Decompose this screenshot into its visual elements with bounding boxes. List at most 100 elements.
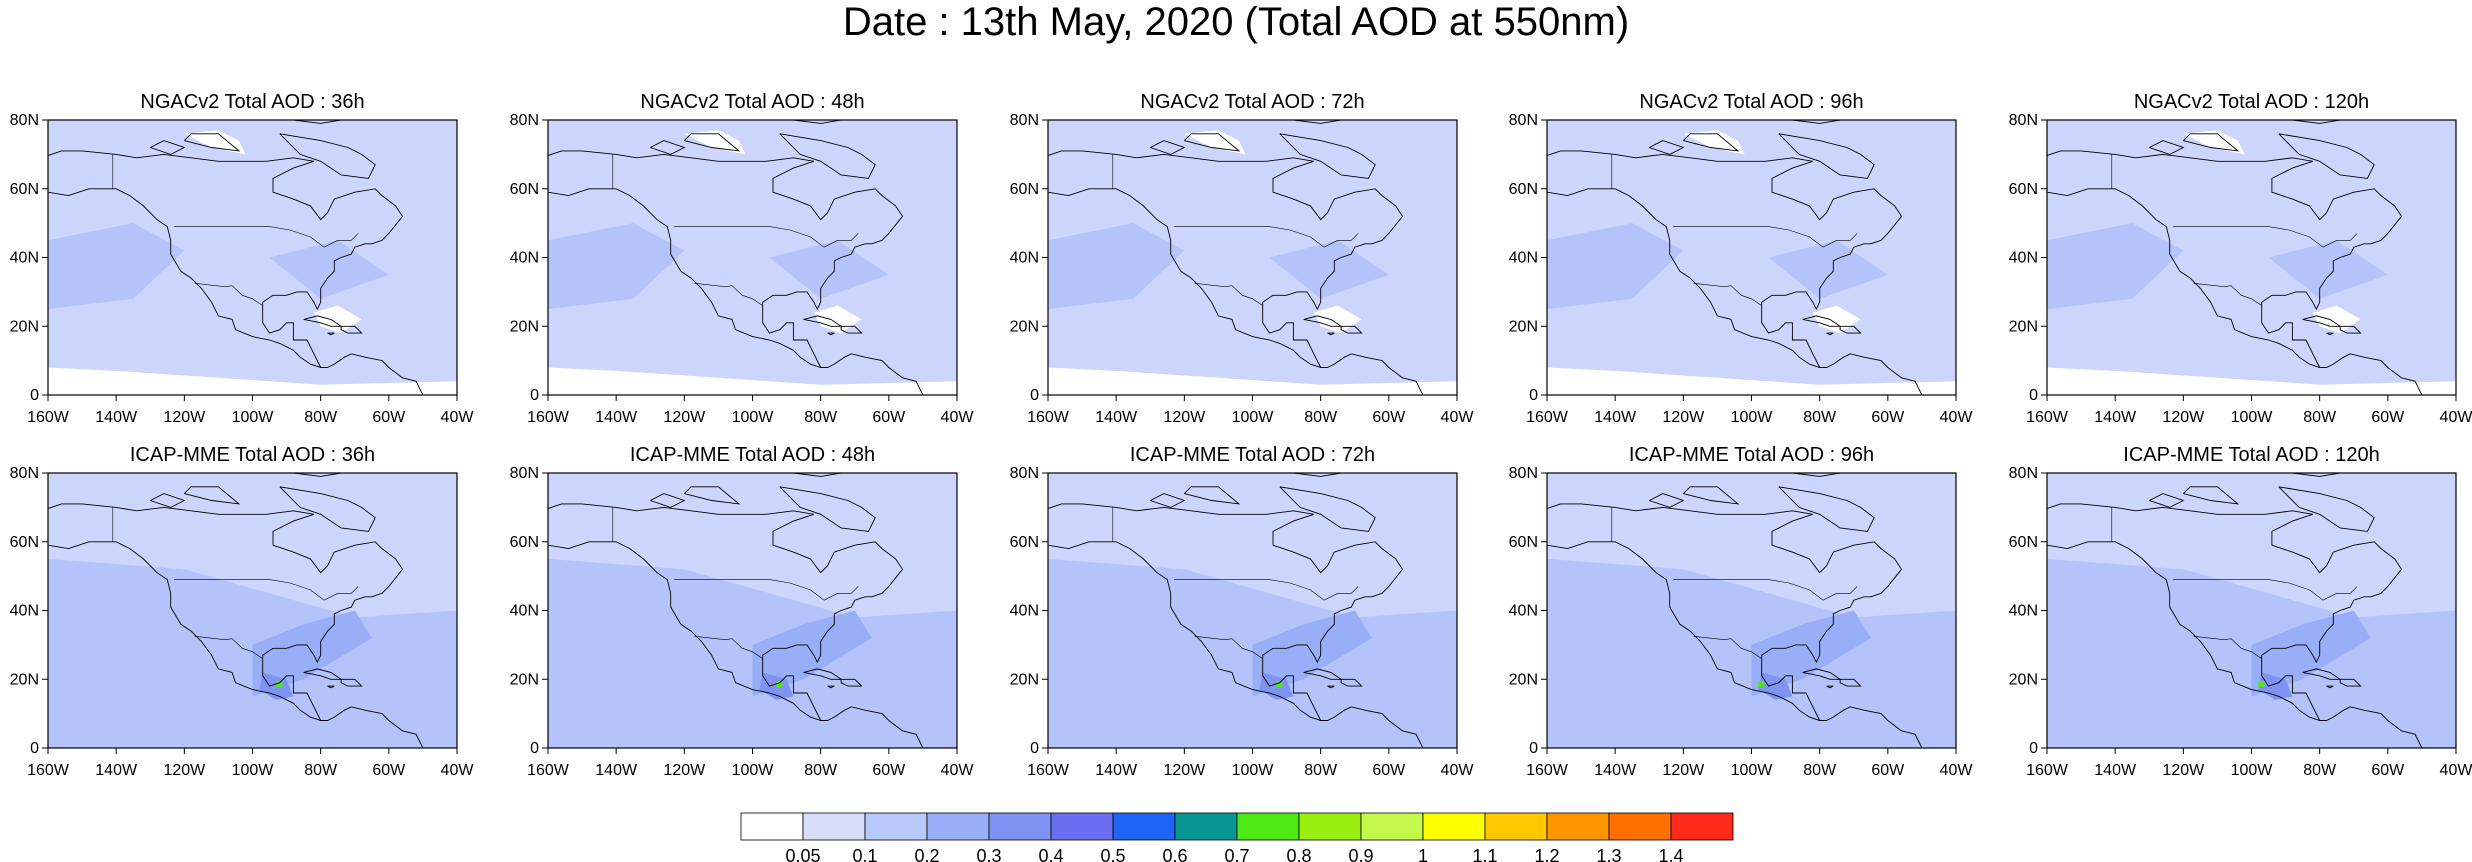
lat-tick-label: 40N [1509, 603, 1538, 620]
lon-tick-label: 60W [2371, 409, 2405, 426]
lat-tick-label: 0 [2029, 387, 2038, 404]
lon-tick-label: 120W [163, 762, 206, 779]
lon-tick-label: 120W [1662, 762, 1705, 779]
colorbar-label: 0.4 [1038, 846, 1063, 862]
colorbar-label: 0.7 [1224, 846, 1249, 862]
lat-tick-label: 0 [1529, 387, 1538, 404]
lat-tick-label: 80N [2009, 112, 2038, 129]
aod-hotspot [276, 680, 283, 687]
moderate-aod-region [2047, 223, 2184, 310]
lon-tick-label: 60W [872, 409, 906, 426]
colorbar-swatch [1298, 812, 1362, 841]
colorbar-label: 0.3 [976, 846, 1001, 862]
clean-air-region [48, 367, 457, 395]
lon-tick-label: 160W [1526, 762, 1569, 779]
coastlines [548, 473, 924, 748]
lat-tick-label: 60N [10, 181, 39, 198]
coastlines [548, 120, 924, 395]
lon-tick-label: 60W [372, 762, 406, 779]
lon-tick-label: 120W [1163, 409, 1206, 426]
lon-tick-label: 120W [1662, 409, 1705, 426]
aod-field [1048, 473, 1457, 748]
lat-tick-label: 80N [1010, 465, 1039, 482]
clean-air-region [1683, 130, 1745, 155]
lon-tick-label: 100W [732, 762, 775, 779]
panel-title: ICAP-MME Total AOD : 120h [2123, 444, 2379, 466]
colorbar-label: 0.6 [1162, 846, 1187, 862]
lon-tick-label: 100W [1232, 409, 1275, 426]
lon-tick-label: 80W [304, 409, 338, 426]
lon-tick-label: 140W [95, 409, 138, 426]
lat-tick-label: 20N [10, 318, 39, 335]
clean-air-region [548, 367, 957, 395]
lon-tick-label: 80W [2303, 409, 2337, 426]
political-borders [612, 154, 859, 306]
lon-tick-label: 100W [1232, 762, 1275, 779]
map-panel-ngac-48: NGACv2 Total AOD : 48h 160W 140W 120W 100W 80… [510, 91, 975, 426]
lon-tick-label: 160W [527, 409, 570, 426]
colorbar-label: 0.1 [852, 846, 877, 862]
lon-tick-label: 120W [163, 409, 206, 426]
lon-tick-label: 40W [1441, 762, 1475, 779]
lon-tick-label: 40W [2440, 762, 2472, 779]
lon-tick-label: 60W [1871, 762, 1905, 779]
lon-tick-label: 140W [1095, 762, 1138, 779]
panel-title: ICAP-MME Total AOD : 36h [130, 444, 375, 466]
map-panel-ngac-72: NGACv2 Total AOD : 72h 160W 140W 120W 100W 80… [1010, 91, 1475, 426]
lon-tick-label: 100W [232, 762, 275, 779]
aod-field [1547, 120, 1956, 395]
clean-air-region [684, 130, 746, 155]
colorbar-swatch [1112, 812, 1176, 841]
lat-tick-label: 0 [530, 740, 539, 757]
elevated-aod-region [752, 610, 872, 697]
moderate-aod-region [1269, 240, 1389, 299]
lon-tick-label: 60W [1372, 762, 1406, 779]
map-panel-icap-72: ICAP-MME Total AOD : 72h 160W 140W 120W 100W… [1010, 444, 1475, 779]
lon-tick-label: 40W [1940, 409, 1974, 426]
colorbar-label: 1.1 [1472, 846, 1497, 862]
clean-air-region [1184, 130, 1246, 155]
lon-tick-label: 100W [732, 409, 775, 426]
lon-tick-label: 60W [872, 762, 906, 779]
lon-tick-label: 160W [1526, 409, 1569, 426]
lat-tick-label: 20N [1010, 318, 1039, 335]
map-panel-icap-96: ICAP-MME Total AOD : 96h 160W 140W 120W 100W… [1509, 444, 1974, 779]
lat-tick-label: 20N [10, 671, 39, 688]
lon-tick-label: 140W [1594, 762, 1637, 779]
lon-tick-label: 40W [441, 409, 475, 426]
coastlines [2047, 473, 2423, 748]
panel-title: NGACv2 Total AOD : 72h [1140, 91, 1364, 113]
aod-field [48, 473, 457, 748]
lat-tick-label: 0 [1030, 740, 1039, 757]
lon-tick-label: 80W [1304, 409, 1338, 426]
moderate-aod-region [548, 223, 685, 310]
political-borders [112, 507, 359, 659]
lat-tick-label: 0 [30, 740, 39, 757]
lon-tick-label: 40W [941, 762, 975, 779]
aod-field [2047, 120, 2456, 395]
colorbar-swatch [926, 812, 990, 841]
panel-title: NGACv2 Total AOD : 96h [1639, 91, 1863, 113]
lat-tick-label: 60N [510, 534, 539, 551]
political-borders [2111, 154, 2358, 306]
political-borders [2111, 507, 2358, 659]
lat-tick-label: 40N [2009, 603, 2038, 620]
lat-tick-label: 60N [10, 534, 39, 551]
colorbar-swatch [1236, 812, 1300, 841]
colorbar-label: 1.3 [1596, 846, 1621, 862]
aod-hotspot [1758, 680, 1765, 687]
lon-tick-label: 60W [1372, 409, 1406, 426]
clean-air-region [1048, 367, 1457, 395]
lat-tick-label: 40N [1010, 250, 1039, 267]
lat-tick-label: 80N [510, 112, 539, 129]
clean-air-region [184, 130, 246, 155]
lat-tick-label: 80N [1509, 112, 1538, 129]
colorbar-label: 1 [1418, 846, 1428, 862]
aod-field [548, 120, 957, 395]
lon-tick-label: 140W [1594, 409, 1637, 426]
clean-air-region [2183, 130, 2245, 155]
lat-tick-label: 40N [10, 603, 39, 620]
lon-tick-label: 80W [804, 762, 838, 779]
moderate-aod-region [769, 240, 889, 299]
lon-tick-label: 140W [1095, 409, 1138, 426]
